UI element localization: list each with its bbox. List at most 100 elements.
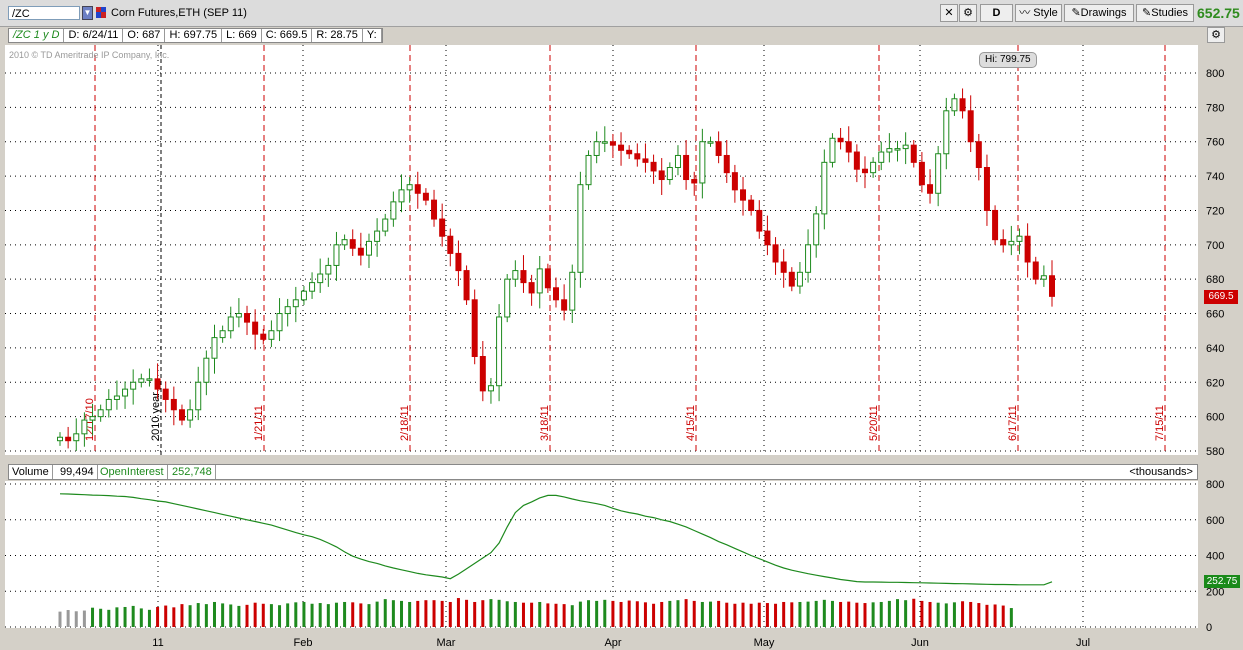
volume-panel-bg xyxy=(5,481,1198,628)
candle-up xyxy=(666,167,673,181)
candle-up xyxy=(317,273,324,284)
volume-bar xyxy=(229,604,233,627)
candle-down xyxy=(658,170,665,181)
price-tick-label: 780 xyxy=(1206,102,1224,114)
time-tick-label: Feb xyxy=(294,637,313,649)
candle-up xyxy=(122,388,129,397)
candle-up xyxy=(699,141,706,184)
crosshair-tool-icon[interactable]: ✕ xyxy=(940,4,958,22)
candle-down xyxy=(1000,239,1007,246)
candles xyxy=(57,88,1055,451)
style-button[interactable]: 〰 Style xyxy=(1015,4,1062,22)
candle-up xyxy=(943,110,950,155)
volume-bar xyxy=(294,602,298,627)
volume-value-tag: 252.75 xyxy=(1204,575,1240,588)
volume-bar xyxy=(139,608,143,627)
candle-down xyxy=(780,261,787,273)
volume-bar xyxy=(286,603,290,627)
volume-bar xyxy=(334,602,338,627)
volume-bar xyxy=(912,598,916,627)
candle-up xyxy=(878,151,885,163)
candle-up xyxy=(935,153,942,194)
info-open: O: 687 xyxy=(123,29,166,42)
volume-bar xyxy=(278,605,282,627)
volume-bar xyxy=(749,603,753,627)
candle-down xyxy=(479,356,486,392)
drawings-label: Drawings xyxy=(1080,7,1127,19)
volume-bar xyxy=(416,600,420,627)
volume-bar xyxy=(221,603,225,627)
volume-bar xyxy=(400,600,404,627)
year-marker-label: 2010 year xyxy=(150,392,162,441)
pencil-icon: ✎ xyxy=(1071,7,1081,19)
candle-up xyxy=(325,264,332,275)
volume-bar xyxy=(806,601,810,627)
candle-down xyxy=(618,144,625,151)
candle-up xyxy=(585,154,592,186)
volume-bar xyxy=(952,602,956,627)
candle-up xyxy=(333,244,340,266)
expiry-label: 2/18/11 xyxy=(399,405,411,441)
candle-down xyxy=(650,161,657,172)
studies-button[interactable]: ✎Studies xyxy=(1136,4,1194,22)
candle-up xyxy=(796,271,803,287)
candle-down xyxy=(772,244,779,263)
candle-up xyxy=(341,239,348,246)
volume-bar xyxy=(497,599,501,627)
symbol-input[interactable]: /ZC xyxy=(8,6,80,20)
candle-down xyxy=(162,388,169,400)
candle-up xyxy=(390,201,397,220)
candle-up xyxy=(284,306,291,315)
volume-bar xyxy=(269,604,273,627)
volume-bar xyxy=(1001,605,1005,627)
chart-settings-icon[interactable]: ⚙ xyxy=(1207,27,1225,43)
volume-bar xyxy=(261,603,265,627)
volume-bar xyxy=(383,599,387,627)
expiry-label: 1/21/11 xyxy=(253,405,265,441)
candle-down xyxy=(975,141,982,168)
aggregation-button[interactable]: D xyxy=(980,4,1013,22)
volume-bar xyxy=(351,602,355,627)
candle-up xyxy=(536,268,543,294)
candle-up xyxy=(73,433,80,442)
candle-up xyxy=(300,290,307,301)
volume-bar xyxy=(920,600,924,627)
volume-bar xyxy=(733,603,737,627)
price-tick-label: 580 xyxy=(1206,446,1224,458)
candle-up xyxy=(81,419,88,435)
drawings-button[interactable]: ✎Drawings xyxy=(1064,4,1134,22)
volume-bar xyxy=(830,600,834,627)
candle-down xyxy=(715,141,722,156)
candle-up xyxy=(105,398,112,411)
candle-up xyxy=(821,161,828,215)
candle-down xyxy=(983,167,990,211)
volume-bar xyxy=(66,610,70,627)
high-label: Hi: 799.75 xyxy=(979,52,1037,68)
volume-bar xyxy=(359,603,363,627)
candle-down xyxy=(553,287,559,301)
price-tick-label: 740 xyxy=(1206,171,1224,183)
candle-down xyxy=(260,333,267,340)
candle-up xyxy=(593,141,600,156)
candle-down xyxy=(626,149,633,155)
volume-bar xyxy=(774,603,778,627)
style-label: Style xyxy=(1033,7,1058,19)
candle-up xyxy=(886,148,893,153)
volume-bar xyxy=(302,601,306,627)
volume-bar xyxy=(237,605,241,627)
wrench-tool-icon[interactable]: ⚙ xyxy=(959,4,977,22)
volume-bar xyxy=(74,611,78,627)
price-tick-label: 660 xyxy=(1206,309,1224,321)
candle-down xyxy=(740,189,747,201)
study-label[interactable]: /ZC 1 y D xyxy=(9,29,65,42)
open-interest-label: OpenInterest xyxy=(97,465,168,479)
volume-bar xyxy=(863,603,867,627)
candle-up xyxy=(902,144,909,150)
symbol-dropdown-button[interactable]: ▼ xyxy=(82,6,93,20)
chart-svg[interactable]: 2010 year 12/17/101/21/112/18/113/18/114… xyxy=(0,43,1243,650)
candle-up xyxy=(89,416,96,421)
price-tick-label: 720 xyxy=(1206,205,1224,217)
candle-up xyxy=(382,218,389,232)
price-axis: 580 600 620 640 660 680 700 720 740 760 780 800 xyxy=(1206,68,1224,458)
volume-bar xyxy=(700,601,704,627)
